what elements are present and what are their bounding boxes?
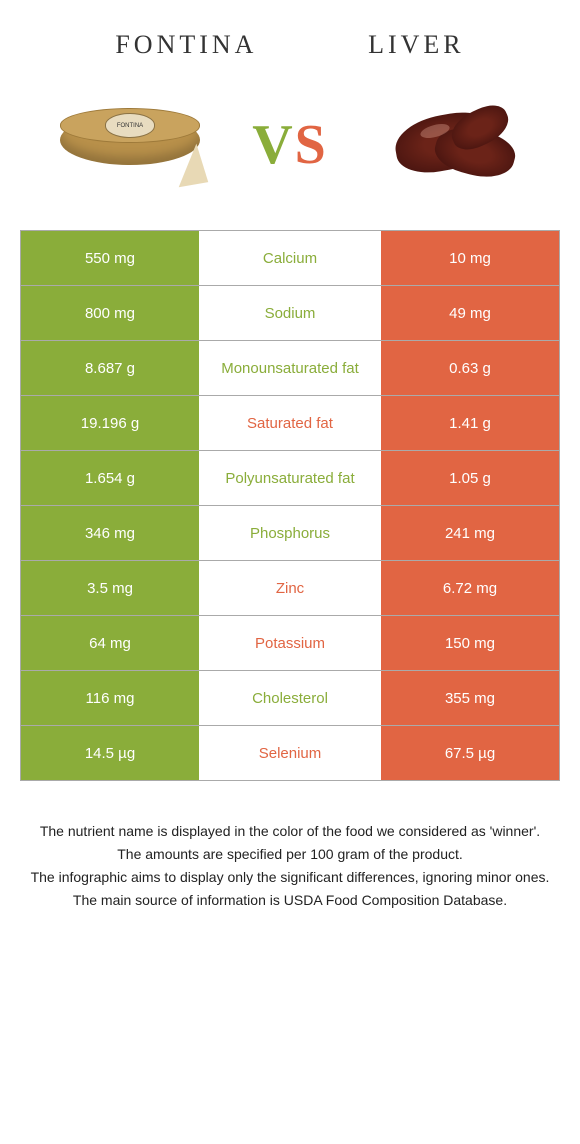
table-row: 19.196 gSaturated fat1.41 g <box>21 395 559 450</box>
value-left: 3.5 mg <box>21 561 199 615</box>
value-right: 1.05 g <box>381 451 559 505</box>
table-row: 346 mgPhosphorus241 mg <box>21 505 559 560</box>
nutrient-name: Zinc <box>199 561 381 615</box>
table-row: 800 mgSodium49 mg <box>21 285 559 340</box>
nutrient-name: Polyunsaturated fat <box>199 451 381 505</box>
value-right: 10 mg <box>381 231 559 285</box>
comparison-table: 550 mgCalcium10 mg800 mgSodium49 mg8.687… <box>20 230 560 781</box>
nutrient-name: Monounsaturated fat <box>199 341 381 395</box>
food-right-title: Liver <box>368 30 465 60</box>
table-row: 14.5 µgSelenium67.5 µg <box>21 725 559 780</box>
images-row: FONTINA VS <box>20 80 560 230</box>
value-right: 355 mg <box>381 671 559 725</box>
footer-line: The amounts are specified per 100 gram o… <box>30 844 550 865</box>
footer-notes: The nutrient name is displayed in the co… <box>20 781 560 923</box>
value-left: 346 mg <box>21 506 199 560</box>
value-right: 67.5 µg <box>381 726 559 780</box>
value-left: 116 mg <box>21 671 199 725</box>
table-row: 1.654 gPolyunsaturated fat1.05 g <box>21 450 559 505</box>
nutrient-name: Selenium <box>199 726 381 780</box>
vs-s: S <box>295 114 328 176</box>
table-row: 8.687 gMonounsaturated fat0.63 g <box>21 340 559 395</box>
liver-image <box>360 90 540 200</box>
table-row: 64 mgPotassium150 mg <box>21 615 559 670</box>
nutrient-name: Cholesterol <box>199 671 381 725</box>
nutrient-name: Phosphorus <box>199 506 381 560</box>
nutrient-name: Sodium <box>199 286 381 340</box>
value-right: 150 mg <box>381 616 559 670</box>
vs-label: VS <box>252 113 328 177</box>
food-left-title: Fontina <box>115 30 257 60</box>
value-left: 14.5 µg <box>21 726 199 780</box>
nutrient-name: Calcium <box>199 231 381 285</box>
value-right: 49 mg <box>381 286 559 340</box>
fontina-image: FONTINA <box>40 90 220 200</box>
cheese-label-text: FONTINA <box>105 113 155 138</box>
value-left: 800 mg <box>21 286 199 340</box>
vs-v: V <box>252 114 294 176</box>
nutrient-name: Saturated fat <box>199 396 381 450</box>
table-row: 3.5 mgZinc6.72 mg <box>21 560 559 615</box>
value-right: 1.41 g <box>381 396 559 450</box>
value-left: 550 mg <box>21 231 199 285</box>
value-left: 19.196 g <box>21 396 199 450</box>
table-row: 550 mgCalcium10 mg <box>21 230 559 285</box>
footer-line: The infographic aims to display only the… <box>30 867 550 888</box>
table-row: 116 mgCholesterol355 mg <box>21 670 559 725</box>
nutrient-name: Potassium <box>199 616 381 670</box>
value-right: 6.72 mg <box>381 561 559 615</box>
value-right: 0.63 g <box>381 341 559 395</box>
value-left: 8.687 g <box>21 341 199 395</box>
footer-line: The nutrient name is displayed in the co… <box>30 821 550 842</box>
footer-line: The main source of information is USDA F… <box>30 890 550 911</box>
value-left: 64 mg <box>21 616 199 670</box>
value-right: 241 mg <box>381 506 559 560</box>
header: Fontina Liver <box>20 20 560 80</box>
value-left: 1.654 g <box>21 451 199 505</box>
